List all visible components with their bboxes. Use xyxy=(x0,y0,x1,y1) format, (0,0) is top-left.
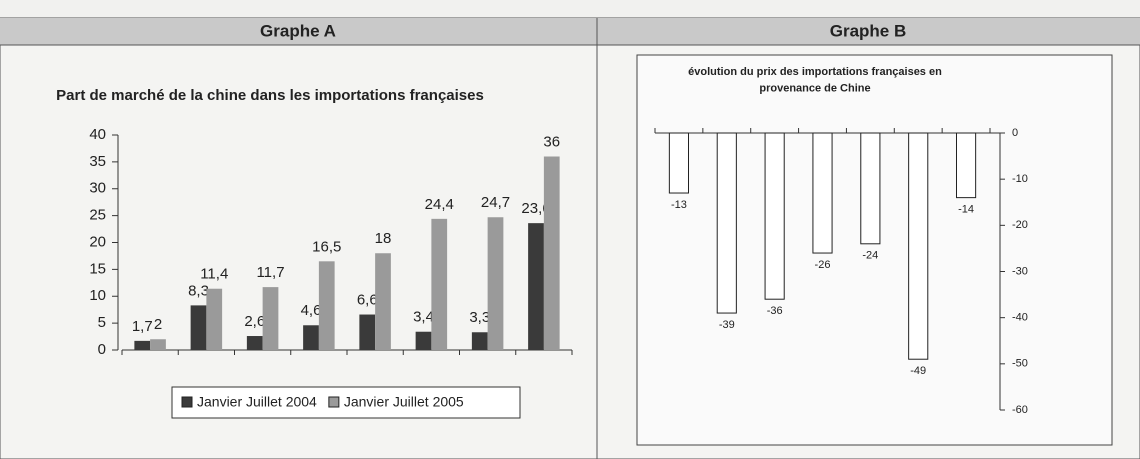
header-cell: Graphe B xyxy=(830,21,907,40)
y-tick-label: 15 xyxy=(89,260,106,277)
bar xyxy=(487,217,504,350)
data-label: -14 xyxy=(958,204,974,216)
data-label: -26 xyxy=(815,259,831,271)
y-tick-label: 20 xyxy=(89,233,106,250)
chart-title: Part de marché de la chine dans les impo… xyxy=(56,87,484,104)
data-label: 2,6 xyxy=(244,313,265,330)
bar xyxy=(134,340,151,350)
y-tick-label: -50 xyxy=(1012,358,1028,370)
data-label: 4,6 xyxy=(301,302,322,319)
data-label: -39 xyxy=(719,319,735,331)
bar xyxy=(150,339,166,350)
data-label: 6,6 xyxy=(357,291,378,308)
data-label: 36 xyxy=(543,133,560,150)
bar xyxy=(471,332,488,350)
data-label: 16,5 xyxy=(312,238,341,255)
y-tick-label: 0 xyxy=(1012,127,1018,139)
bar xyxy=(303,325,319,350)
bar xyxy=(860,132,881,245)
data-label: -13 xyxy=(671,199,687,211)
bar xyxy=(528,223,544,350)
data-label: 11,7 xyxy=(256,264,284,281)
data-label: 11,4 xyxy=(200,266,228,283)
bar xyxy=(359,314,376,350)
bar xyxy=(318,261,335,350)
data-label: 3,4 xyxy=(413,309,434,326)
y-tick-label: 0 xyxy=(98,341,106,358)
header-cell: Graphe A xyxy=(260,21,336,40)
legend-swatch xyxy=(328,396,340,408)
y-tick-label: -40 xyxy=(1012,312,1028,324)
data-label: -49 xyxy=(910,365,926,377)
bar xyxy=(431,218,448,350)
chart-frame xyxy=(636,54,1113,446)
bar xyxy=(246,336,263,350)
bar xyxy=(415,331,432,350)
data-label: 24,4 xyxy=(425,196,454,213)
legend-box xyxy=(171,386,521,419)
bar xyxy=(764,132,785,300)
y-tick-label: 35 xyxy=(89,153,106,170)
data-label: -24 xyxy=(862,250,878,262)
y-tick-label: -60 xyxy=(1012,404,1028,416)
y-tick-label: 5 xyxy=(98,314,106,331)
bar xyxy=(668,132,689,194)
header-row xyxy=(0,18,1140,45)
y-tick-label: 10 xyxy=(89,287,106,304)
bar xyxy=(956,132,977,199)
y-tick-label: 25 xyxy=(89,207,106,224)
y-tick-label: 30 xyxy=(89,180,106,197)
bar xyxy=(262,287,279,350)
y-tick-label: -10 xyxy=(1012,173,1028,185)
chart-title: évolution du prix des importations franç… xyxy=(688,66,942,95)
bar xyxy=(812,132,833,254)
data-label: 1,7 xyxy=(132,318,153,335)
bar xyxy=(375,253,391,350)
bar xyxy=(543,156,560,350)
y-tick-label: 40 xyxy=(89,126,106,143)
legend-label: Janvier Juillet 2005 xyxy=(344,394,464,410)
data-label: 8,3 xyxy=(188,282,209,299)
bar xyxy=(908,132,929,360)
data-label: 24,7 xyxy=(481,194,510,211)
data-label: 2 xyxy=(154,316,162,333)
bar xyxy=(206,288,223,350)
data-label: -36 xyxy=(767,305,783,317)
data-label: 3,3 xyxy=(469,309,490,326)
legend-swatch xyxy=(181,396,193,408)
data-label: 23,6 xyxy=(521,200,550,217)
data-label: 18 xyxy=(375,230,392,247)
bar xyxy=(190,305,207,350)
y-tick-label: -20 xyxy=(1012,219,1028,231)
bar xyxy=(716,132,737,314)
legend-label: Janvier Juillet 2004 xyxy=(197,394,317,410)
y-tick-label: -30 xyxy=(1012,265,1028,277)
